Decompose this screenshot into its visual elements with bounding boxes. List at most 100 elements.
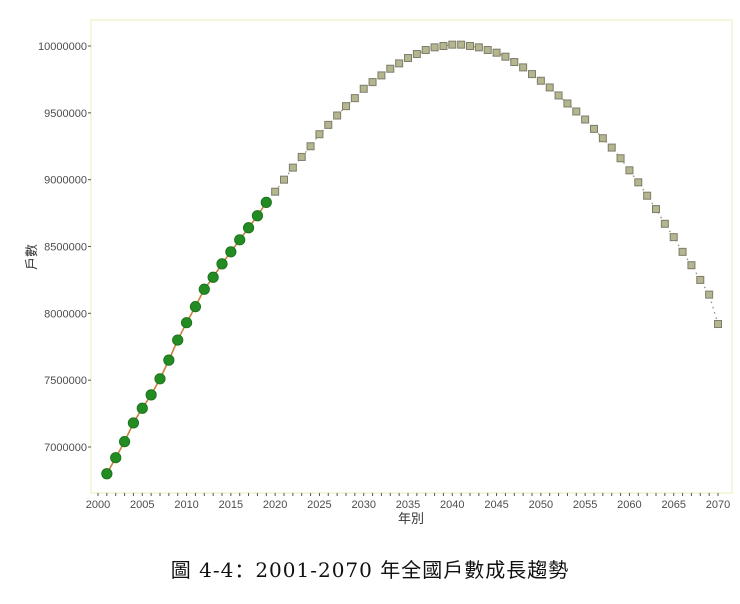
- projection-point-marker: [386, 64, 395, 73]
- projection-point-marker: [598, 134, 607, 143]
- x-tick-label: 2065: [661, 499, 685, 511]
- projection-point-marker: [306, 142, 315, 151]
- projection-point-marker: [519, 63, 528, 72]
- projection-point-marker: [660, 219, 669, 228]
- projection-point-marker: [395, 59, 404, 68]
- projection-point-marker: [554, 91, 563, 100]
- x-tick-label: 2040: [440, 499, 464, 511]
- y-axis: 7000000 7500000 8000000 8500000 9000000 95000…: [38, 41, 91, 454]
- x-axis: 2000 2005 2010 2015 2020 2025 2030 2035 2040 2045…: [86, 493, 730, 511]
- y-tick-label: 8500000: [44, 242, 87, 254]
- actual-point-marker: [216, 258, 228, 270]
- projection-point-marker: [359, 84, 368, 93]
- projection-point-marker: [315, 130, 324, 139]
- x-tick-label: 2035: [396, 499, 420, 511]
- actual-point-marker: [172, 334, 184, 346]
- x-tick-label: 2050: [529, 499, 553, 511]
- figure-caption: 圖 4-4：2001-2070 年全國戶數成長趨勢: [170, 558, 570, 582]
- x-tick-label: 2025: [307, 499, 331, 511]
- projection-point-marker: [607, 143, 616, 152]
- actual-point-marker: [225, 246, 237, 258]
- projection-point-marker: [563, 99, 572, 108]
- projection-point-marker: [280, 175, 288, 184]
- projection-point-marker: [590, 124, 598, 133]
- projection-point-marker: [297, 152, 306, 161]
- projection-point-marker: [421, 46, 430, 55]
- household-trend-chart: 7000000 7500000 8000000 8500000 9000000 95000…: [25, 19, 733, 527]
- actual-point-marker: [189, 301, 202, 313]
- projection-point-marker: [439, 42, 448, 50]
- projection-point-marker: [342, 102, 350, 111]
- actual-point-marker: [154, 373, 166, 385]
- projection-point-marker: [492, 48, 501, 57]
- projection-point-marker: [474, 43, 483, 52]
- x-tick-label: 2010: [174, 499, 198, 511]
- projection-point-marker: [536, 76, 545, 85]
- projection-point-marker: [288, 163, 297, 172]
- projection-point-marker: [368, 78, 377, 87]
- actual-point-marker: [136, 402, 148, 414]
- projection-point-marker: [625, 166, 634, 175]
- projection-point-marker: [271, 187, 280, 196]
- actual-point-marker: [260, 196, 272, 208]
- actual-point-marker: [242, 222, 255, 234]
- projection-point-marker: [466, 42, 474, 50]
- actual-point-marker: [163, 354, 175, 366]
- projection-point-marker: [457, 40, 466, 49]
- projection-point-marker: [545, 83, 554, 92]
- projection-point-marker: [705, 290, 714, 299]
- x-tick-label: 2055: [573, 499, 597, 511]
- actual-point-marker: [207, 271, 219, 283]
- y-tick-label: 9500000: [44, 108, 87, 120]
- projection-point-marker: [669, 233, 678, 242]
- actual-point-marker: [180, 317, 193, 329]
- actual-point-marker: [251, 210, 264, 222]
- x-tick-label: 2020: [263, 499, 287, 511]
- projection-point-marker: [528, 70, 536, 79]
- projection-point-marker: [501, 52, 510, 61]
- actual-point-marker: [127, 417, 140, 429]
- actual-point-marker: [110, 452, 122, 464]
- projection-point-marker: [448, 40, 457, 49]
- plot-panel: [90, 19, 733, 494]
- projection-point-marker: [643, 191, 652, 200]
- projection-point-marker: [572, 107, 581, 116]
- actual-point-marker: [198, 283, 210, 295]
- y-tick-label: 10000000: [38, 41, 87, 53]
- projection-point-marker: [678, 247, 687, 256]
- actual-point-marker: [234, 234, 246, 246]
- projection-point-marker: [430, 43, 439, 52]
- projection-point-marker: [634, 178, 643, 187]
- x-tick-label: 2005: [130, 499, 154, 511]
- actual-point-marker: [118, 436, 131, 448]
- series-layer: [101, 40, 722, 480]
- y-tick-label: 9000000: [44, 175, 87, 187]
- y-tick-label: 7500000: [44, 375, 87, 387]
- x-tick-label: 2070: [706, 499, 730, 511]
- projection-point-marker: [324, 120, 333, 129]
- y-tick-label: 8000000: [44, 308, 87, 320]
- projection-point-marker: [333, 111, 342, 120]
- projection-point-marker: [616, 154, 625, 163]
- projection-point-marker: [652, 205, 660, 214]
- projection-point-marker: [696, 275, 705, 284]
- projection-point-marker: [483, 46, 492, 55]
- x-tick-label: 2015: [219, 499, 243, 511]
- projection-point-marker: [404, 54, 412, 63]
- x-tick-label: 2000: [86, 499, 110, 511]
- x-tick-label: 2030: [351, 499, 375, 511]
- projection-point-marker: [510, 58, 519, 67]
- y-axis-title: 戶數: [25, 244, 40, 270]
- projection-point-marker: [687, 261, 696, 270]
- actual-point-marker: [145, 389, 157, 401]
- projection-point-marker: [714, 320, 722, 329]
- projection-point-marker: [377, 71, 386, 80]
- projection-point-marker: [350, 94, 359, 103]
- projection-point-marker: [581, 115, 590, 124]
- actual-point-marker: [101, 468, 113, 480]
- x-tick-label: 2060: [617, 499, 641, 511]
- y-tick-label: 7000000: [44, 442, 87, 454]
- projection-point-marker: [412, 50, 421, 59]
- x-axis-title: 年別: [398, 512, 424, 527]
- x-tick-label: 2045: [484, 499, 508, 511]
